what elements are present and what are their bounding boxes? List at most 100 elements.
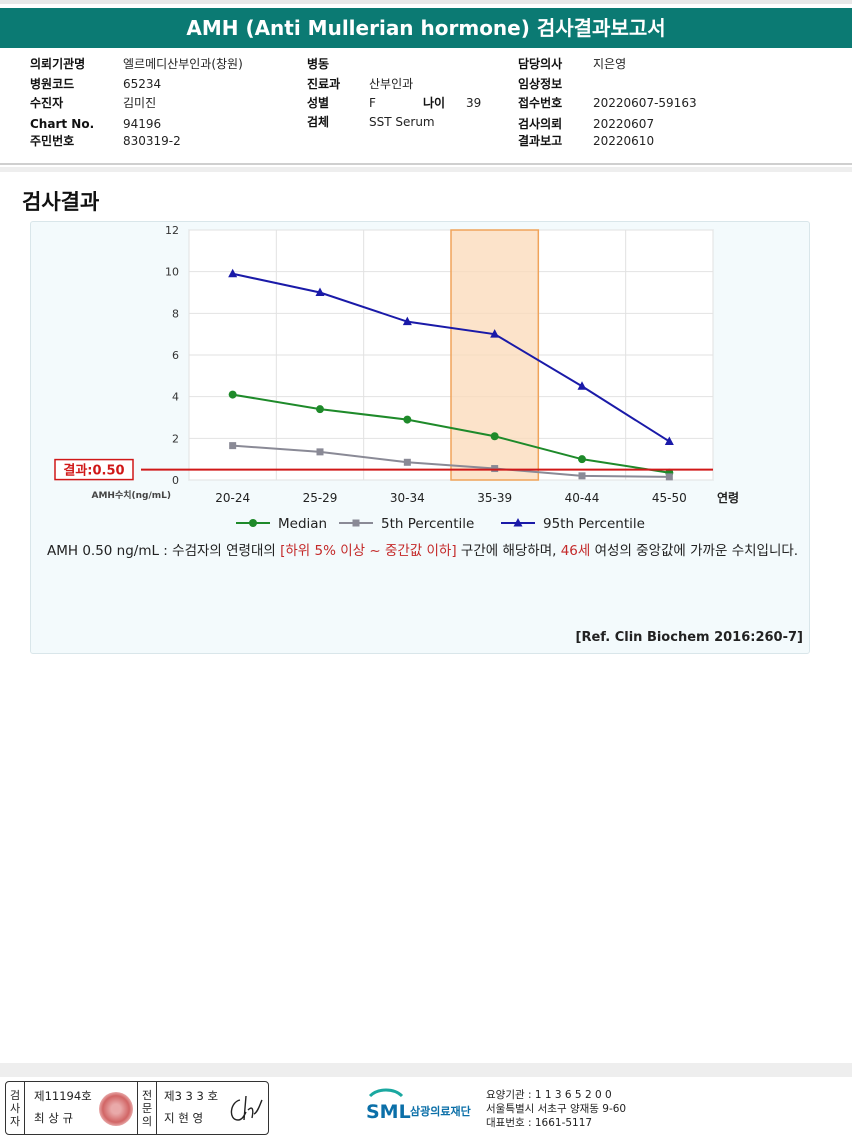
point-95th-percentile <box>664 436 674 445</box>
series-line-5th-percentile <box>232 444 670 478</box>
inspector-label: 검사자 <box>6 1082 25 1134</box>
legend-marker-95th-percentile <box>513 518 523 527</box>
label-clinical-info: 임상정보 <box>518 77 563 91</box>
amh-chart: 0 2 4 6 8 10 12 20-24 25-29 30-34 35-39 40-44 45-50 연… <box>54 224 739 532</box>
confirmer-number: 제3 3 3 호 <box>164 1089 219 1103</box>
label-receipt-no: 접수번호 <box>518 96 563 110</box>
x-tick-label: 40-44 <box>565 491 600 505</box>
point-95th-percentile <box>228 268 238 278</box>
footer-band <box>0 1063 852 1077</box>
point-5th-percentile <box>316 448 324 456</box>
x-axis-label: 연령 <box>717 490 739 505</box>
y-tick-label: 4 <box>172 391 179 404</box>
value-patient: 김미진 <box>123 96 157 110</box>
point-95th-percentile <box>315 287 325 296</box>
label-ward: 병동 <box>307 57 330 71</box>
result-description: AMH 0.50 ng/mL : 수검자의 연령대의 [하위 5% 이상 ~ 중… <box>47 541 802 562</box>
series-line-median <box>232 393 670 474</box>
value-request-date: 20220607 <box>593 117 655 131</box>
point-5th-percentile <box>403 458 411 466</box>
point-5th-percentile <box>578 472 586 480</box>
value-doctor: 지은영 <box>593 57 627 71</box>
series-line-95th-percentile <box>232 272 670 443</box>
logo-arc-icon <box>368 1088 404 1098</box>
description-part2: 구간에 해당하며, <box>456 543 561 559</box>
y-tick-label: 0 <box>172 474 179 487</box>
y-tick-label: 6 <box>172 349 179 362</box>
institution-address: 요양기관 : 1 1 3 6 5 2 0 0 서울특별시 서초구 양재동 9-6… <box>486 1088 626 1130</box>
y-tick-label: 2 <box>172 432 179 445</box>
label-request-date: 검사의뢰 <box>518 117 563 131</box>
divider-band <box>0 167 852 172</box>
logo-org: 삼광의료재단 <box>410 1104 471 1118</box>
value-receipt-no: 20220607-59163 <box>593 96 697 110</box>
value-chart-no: 94196 <box>123 117 162 131</box>
institution-street: 서울특별시 서초구 양재동 9-60 <box>486 1103 627 1115</box>
legend-label-95th-percentile: 95th Percentile <box>543 516 645 532</box>
label-age: 나이 <box>423 96 446 110</box>
inspector-name: 최 상 규 <box>34 1111 74 1125</box>
description-part1: AMH 0.50 ng/mL : 수검자의 연령대의 <box>47 543 281 559</box>
highlight-band <box>450 229 540 481</box>
point-5th-percentile <box>491 465 499 473</box>
report-title: AMH (Anti Mullerian hormone) 검사결과보고서 <box>0 8 852 48</box>
reference: [Ref. Clin Biochem 2016:260-7] <box>575 630 803 645</box>
result-label-box <box>54 458 134 481</box>
y-tick-label: 10 <box>165 266 179 279</box>
sml-logo: SML 삼광의료재단 <box>364 1086 484 1130</box>
point-median <box>578 455 586 464</box>
value-hospital-code: 65234 <box>123 77 162 91</box>
inspector-number: 제11194호 <box>34 1089 92 1103</box>
signature-icon <box>230 1095 263 1121</box>
signature-box: 검사자 제11194호 최 상 규 전문의 제3 3 3 호 지 현 영 <box>5 1081 269 1135</box>
y-axis-label: AMH수치(ng/mL) <box>92 489 172 501</box>
label-specimen: 검체 <box>307 115 330 129</box>
description-range: [하위 5% 이상 ~ 중간값 이하] <box>280 543 457 559</box>
y-tick-label: 8 <box>172 307 179 320</box>
label-hospital-code: 병원코드 <box>30 77 75 91</box>
description-age: 46세 <box>560 543 591 559</box>
label-institution: 의뢰기관명 <box>30 57 86 71</box>
point-95th-percentile <box>577 381 587 390</box>
confirmer-label: 전문의 <box>137 1082 157 1134</box>
result-label: 결과:0.50 <box>63 463 124 479</box>
label-chart-no: Chart No. <box>30 117 95 131</box>
legend-marker-5th-percentile <box>352 519 360 527</box>
point-5th-percentile <box>229 442 237 450</box>
legend-label-median: Median <box>278 516 327 532</box>
value-department: 산부인과 <box>369 77 414 91</box>
legend-marker-median <box>249 519 257 527</box>
label-report-date: 결과보고 <box>518 134 563 148</box>
logo-text: SML <box>366 1101 411 1123</box>
x-tick-label: 25-29 <box>303 491 338 505</box>
value-age: 39 <box>466 96 482 110</box>
seal-stamp <box>99 1092 133 1126</box>
institution-code: 요양기관 : 1 1 3 6 5 2 0 0 <box>486 1089 612 1101</box>
label-doctor: 담당의사 <box>518 57 563 71</box>
divider <box>0 163 852 165</box>
description-part3: 여성의 중앙값에 가까운 수치입니다. <box>590 543 799 559</box>
top-border <box>0 0 852 4</box>
label-patient: 수진자 <box>30 96 64 110</box>
point-median <box>490 432 499 441</box>
value-specimen: SST Serum <box>369 115 435 129</box>
point-95th-percentile <box>402 316 412 326</box>
label-department: 진료과 <box>307 77 341 91</box>
point-median <box>316 405 324 414</box>
value-resident-no: 830319-2 <box>123 134 181 148</box>
institution-phone: 대표번호 : 1661-5117 <box>486 1117 593 1129</box>
point-median <box>228 390 237 399</box>
label-sex: 성별 <box>307 96 330 110</box>
confirmer-name: 지 현 영 <box>164 1111 204 1125</box>
y-tick-label: 12 <box>165 224 179 237</box>
patient-info: 의뢰기관명 엘르메디산부인과(창원) 병원코드 65234 수진자 김미진 Ch… <box>0 52 852 162</box>
section-title: 검사결과 <box>22 190 100 214</box>
point-5th-percentile <box>665 473 673 481</box>
point-median <box>403 415 412 424</box>
x-tick-label: 30-34 <box>390 491 425 505</box>
value-sex: F <box>369 96 376 110</box>
x-tick-label: 45-50 <box>652 491 687 505</box>
point-95th-percentile <box>490 329 500 338</box>
value-institution: 엘르메디산부인과(창원) <box>123 57 243 71</box>
value-report-date: 20220610 <box>593 134 655 148</box>
